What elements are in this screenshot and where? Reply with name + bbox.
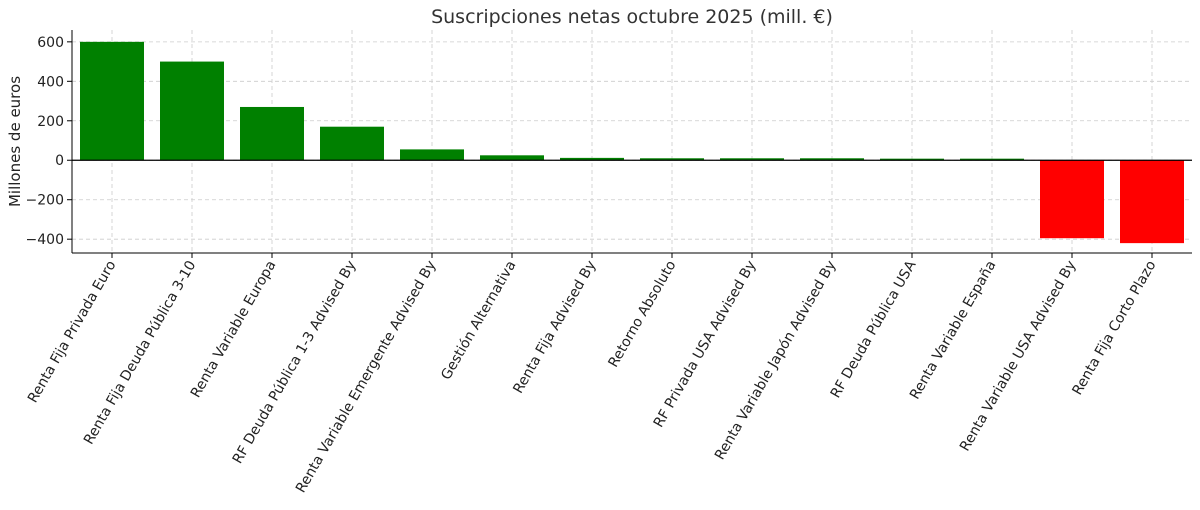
x-tick-label: Renta Variable Emergente Advised By (293, 258, 440, 496)
x-tick-label: Renta Fija Corto Plazo (1069, 258, 1159, 398)
y-tick-label: 400 (37, 74, 64, 90)
y-tick-label: 0 (55, 153, 64, 169)
x-tick-label: Retorno Absoluto (605, 258, 679, 370)
bar (640, 158, 704, 161)
bar (1120, 160, 1184, 244)
axes-layer (71, 30, 1192, 254)
x-tick-label: Renta Fija Advised By (510, 258, 599, 396)
bar (1040, 160, 1104, 239)
x-tick-label: Renta Variable Europa (188, 258, 280, 401)
chart-title: Suscripciones netas octubre 2025 (mill. … (431, 6, 833, 28)
y-tick-label: −200 (26, 193, 64, 209)
x-tick-label: Renta Variable España (907, 258, 1000, 402)
y-tick-label: 600 (37, 35, 64, 51)
bar (960, 158, 1024, 161)
bar (320, 126, 384, 161)
bar (80, 41, 144, 161)
bar (240, 106, 304, 161)
bar (880, 158, 944, 161)
y-tick-label: −400 (26, 232, 64, 248)
y-axis-label: Millones de euros (6, 76, 24, 207)
bar (800, 158, 864, 161)
bar (720, 158, 784, 161)
bar (560, 157, 624, 161)
x-tick-label: RF Deuda Pública USA (828, 258, 920, 401)
bar (160, 61, 224, 161)
y-tick-label: 200 (37, 114, 64, 130)
bar (400, 149, 464, 161)
x-tick-label: Renta Fija Privada Euro (25, 258, 120, 406)
y-ticks: −400 −200 0 200 400 600 (26, 35, 72, 248)
bars-layer (80, 41, 1184, 244)
bar (480, 155, 544, 161)
x-tick-label: Gestión Alternativa (438, 258, 519, 383)
